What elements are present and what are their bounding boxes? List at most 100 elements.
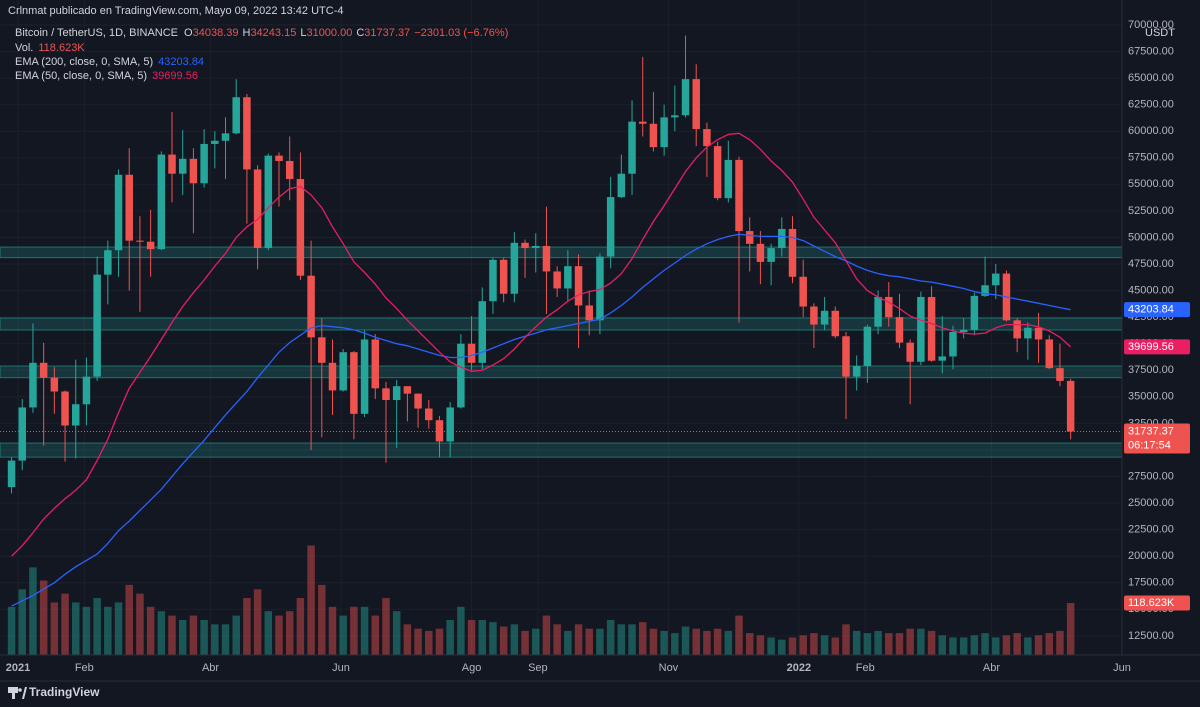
volume-bar [895,633,904,655]
candle-body [457,343,465,408]
volume-bar [275,615,283,655]
y-tick-label: 47500.00 [1128,258,1174,270]
ema-label: EMA (50, close, 0, SMA, 5) [15,70,147,82]
candle-body [189,158,198,184]
candle-body [467,343,476,363]
candle-body [478,301,487,363]
volume-bar [296,598,305,655]
candle-body [392,386,401,401]
volume-bar [1056,630,1064,655]
candle-body [927,296,936,361]
price-tag [1124,423,1190,454]
plot-area [0,35,1123,655]
candle-body [585,305,593,321]
x-tick-label: Jun [1113,662,1131,674]
ohlc-value: 31737.37 [364,27,410,39]
volume-bar [232,615,240,655]
candle-body [959,329,968,333]
volume-bar [874,630,882,655]
volume-bar [18,589,26,655]
volume-bar [703,630,711,655]
candle-body [39,362,48,378]
volume-bar [681,626,690,655]
candle-body [157,154,166,250]
volume-bar [574,624,583,655]
candle-body [842,336,850,377]
volume-bar [178,619,187,655]
volume-bar [200,619,208,655]
volume-bar [799,635,807,655]
x-tick-label: Nov [659,662,679,674]
y-tick-label: 50000.00 [1128,231,1174,243]
volume-value: 118.623K [38,42,85,54]
candle-body [382,388,390,401]
x-tick-label: Sep [528,662,548,674]
volume-bar [318,584,326,655]
candle-body [606,197,615,257]
volume-bar [863,633,872,655]
volume-bar [724,630,733,655]
candle-body [93,274,101,377]
candle-body [885,296,893,318]
candle-body [970,295,979,330]
volume-bar [435,628,444,655]
volume-bar [649,628,658,655]
volume-bar [788,637,797,655]
volume-bar [542,615,551,655]
candle-body [275,155,283,161]
y-tick-label: 60000.00 [1128,125,1174,137]
candle-body [29,362,37,408]
y-tick-label: 27500.00 [1128,470,1174,482]
x-tick-label: 2022 [787,662,811,674]
candle-body [307,275,315,338]
y-tick-label: 12500.00 [1128,630,1174,642]
volume-bar [82,606,91,655]
y-tick-label: 52500.00 [1128,205,1174,217]
candle-body [253,169,262,249]
volume-bar [499,626,508,655]
candle-body [414,393,422,409]
candle-body [178,158,187,174]
candle-body [521,242,529,249]
candle-body [350,352,358,414]
candle-body [574,266,583,306]
candle-body [820,310,829,325]
volume-bar [820,635,829,655]
volume-bar [1002,635,1011,655]
footer-brand: TradingView [29,685,100,699]
candle-body [906,342,914,362]
volume-bar [970,635,979,655]
candle-body [7,460,16,488]
ema-value: 43203.84 [158,56,204,68]
volume-bar [553,624,561,655]
volume-bar [938,635,947,655]
volume-bar [243,598,251,655]
candle-body [553,271,561,289]
ema-label: EMA (200, close, 0, SMA, 5) [15,56,153,68]
candle-body [136,240,144,242]
candle-body [18,407,26,461]
volume-bar [168,615,176,655]
candle-body [756,243,765,262]
candle-body [435,420,444,442]
candle-body [1066,380,1075,432]
y-tick-label: 62500.00 [1128,99,1174,111]
candle-body [328,362,337,391]
x-tick-label: Feb [856,662,875,674]
x-tick-label: 2021 [6,662,30,674]
volume-bar [1024,637,1032,655]
volume-bar [489,622,497,655]
candle-body [532,245,540,249]
candle-body [371,339,380,389]
volume-bar [478,619,487,655]
volume-bar [831,637,840,655]
candle-body [82,376,91,405]
candle-body [981,285,989,296]
volume-bar [885,633,893,655]
candle-body [403,386,412,394]
candle-body [596,256,604,321]
volume-bar [927,630,936,655]
support-zone [0,246,1123,259]
candle-body [874,296,882,327]
